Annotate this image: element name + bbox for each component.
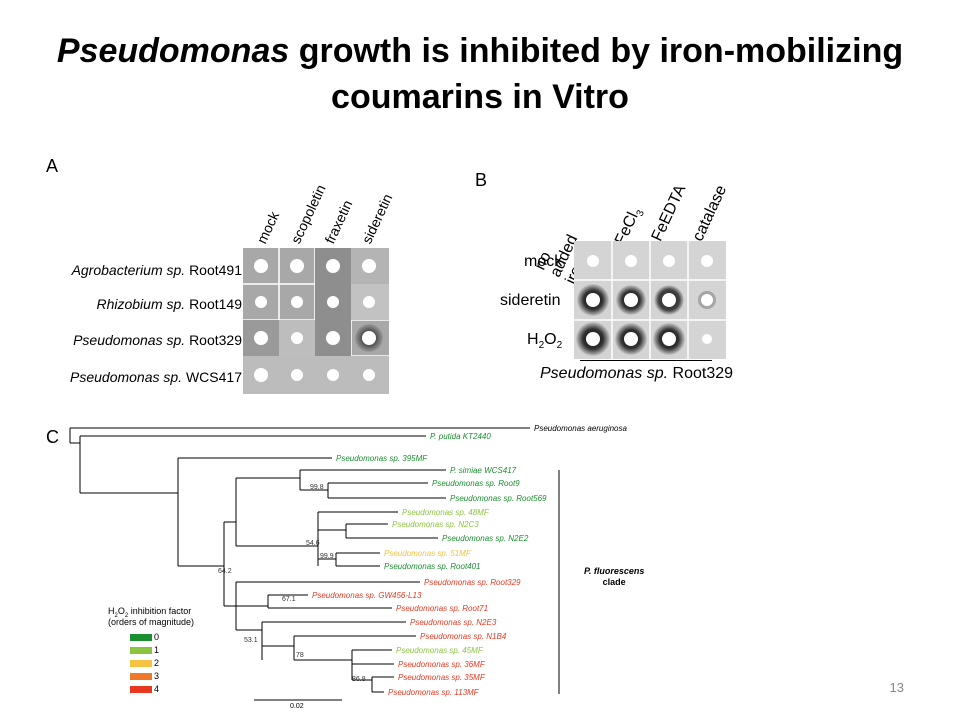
panel-b-letter: B <box>475 170 488 190</box>
panel-a-letter: A <box>46 156 59 176</box>
legend-swatch-1 <box>130 647 152 654</box>
panel-b-caption-bar <box>580 360 712 361</box>
slide-title: Pseudomonas growth is inhibited by iron-… <box>0 28 960 120</box>
legend-swatch-3 <box>130 673 152 680</box>
title-line2: coumarins in Vitro <box>331 78 629 116</box>
panel-b-row-mock: mock <box>524 253 563 270</box>
taxon-label: Pseudomonas sp. 36MF <box>398 660 485 669</box>
taxon-label: Pseudomonas sp. 45MF <box>396 646 483 655</box>
title-rest: growth is inhibited by iron-mobilizing <box>289 32 904 70</box>
taxon-label: Pseudomonas sp. N2C3 <box>392 520 479 529</box>
legend-label-2: 2 <box>154 658 160 668</box>
panel-b-row-sideretin: sideretin <box>500 292 561 309</box>
page-number: 13 <box>889 680 904 695</box>
bootstrap-value: 54.6 <box>306 540 320 547</box>
scale-label: 0.02 <box>290 703 304 710</box>
taxon-label: Pseudomonas sp. Root9 <box>432 479 520 488</box>
legend-label-1: 1 <box>154 645 160 655</box>
legend-swatch-0 <box>130 634 152 641</box>
bootstrap-value: 53.1 <box>244 637 258 644</box>
legend-label-0: 0 <box>154 632 160 642</box>
title-italic: Pseudomonas <box>56 32 290 70</box>
taxon-label: Pseudomonas sp. 35MF <box>398 673 485 682</box>
taxon-label: Pseudomonas sp. N2E3 <box>410 618 497 627</box>
bootstrap-value: 99.8 <box>310 484 324 491</box>
taxon-label: Pseudomonas sp. Root71 <box>396 604 489 613</box>
legend-swatch-2 <box>130 660 152 667</box>
bootstrap-value: 99.9 <box>320 553 334 560</box>
legend-label-4: 4 <box>154 684 160 694</box>
taxon-label: Pseudomonas aeruginosa <box>534 424 627 433</box>
taxon-label: Pseudomonas sp. Root329 <box>424 578 521 587</box>
taxon-label: Pseudomonas sp. N1B4 <box>420 632 507 641</box>
taxon-label: Pseudomonas sp. GW456-L13 <box>312 591 422 600</box>
taxon-label: Pseudomonas sp. 395MF <box>336 454 428 463</box>
bootstrap-value: 67.1 <box>282 596 296 603</box>
taxon-label: Pseudomonas sp. 48MF <box>402 508 489 517</box>
legend-title: H2O2 inhibition factor <box>108 606 192 619</box>
taxon-label: P. simiae WCS417 <box>450 466 517 475</box>
taxon-label: Pseudomonas sp. 113MF <box>388 688 479 697</box>
panel-a-row-3: Pseudomonas sp. Root329 <box>73 332 242 348</box>
taxon-label: Pseudomonas sp. 51MF <box>384 549 471 558</box>
legend-subtitle: (orders of magnitude) <box>108 617 195 627</box>
panel-b-row-h2o2: H2O2 <box>527 331 563 352</box>
panel-a-plate-grid <box>243 248 389 394</box>
panel-a-row-1: Agrobacterium sp. Root491 <box>71 262 242 278</box>
legend-label-3: 3 <box>154 671 160 681</box>
panel-b-plate-grid <box>574 241 726 359</box>
panel-b-caption: Pseudomonas sp. Root329 <box>540 365 734 382</box>
taxon-label: Pseudomonas sp. Root569 <box>450 494 547 503</box>
taxon-label: Pseudomonas sp. N2E2 <box>442 534 529 543</box>
legend-swatch-4 <box>130 686 152 693</box>
clade-label: P. fluorescens clade <box>584 566 645 587</box>
panel-a-row-4: Pseudomonas sp. WCS417 <box>70 369 242 385</box>
taxon-label: Pseudomonas sp. Root401 <box>384 562 481 571</box>
bootstrap-value: 64.2 <box>218 568 232 575</box>
panel-a-row-2: Rhizobium sp. Root149 <box>96 296 242 312</box>
bootstrap-value: 86.8 <box>352 676 366 683</box>
taxon-label: P. putida KT2440 <box>430 432 491 441</box>
bootstrap-value: 78 <box>296 652 304 659</box>
panel-c-letter: C <box>46 427 59 447</box>
